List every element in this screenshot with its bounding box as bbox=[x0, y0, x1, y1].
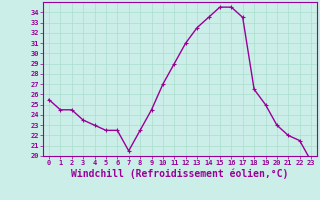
X-axis label: Windchill (Refroidissement éolien,°C): Windchill (Refroidissement éolien,°C) bbox=[71, 169, 289, 179]
